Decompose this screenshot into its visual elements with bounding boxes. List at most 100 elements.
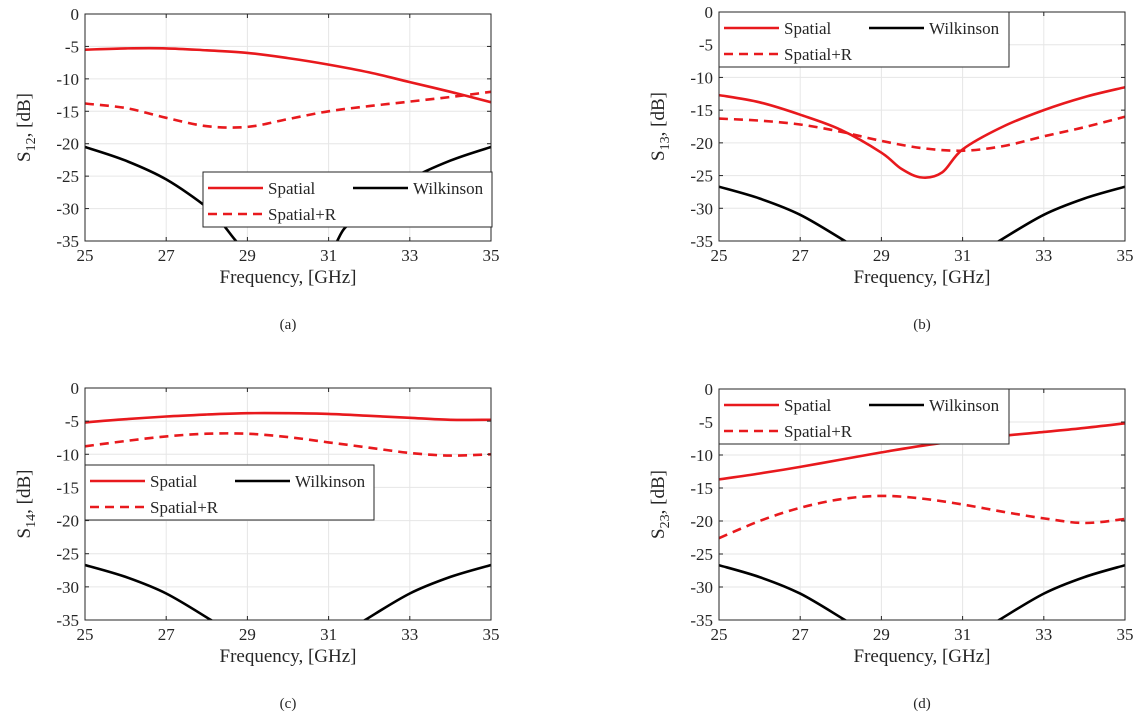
y-tick-label: -30 (56, 578, 79, 597)
legend-label: Wilkinson (929, 19, 1000, 38)
series-line-spatial-r (85, 432, 491, 457)
chart-panel-a: 25 27 29 31 33 35 0 -5 -10 -15 -20 -25 -30 -35 Frequen… (14, 5, 500, 333)
x-tick-label: 35 (483, 625, 500, 644)
y-tick-label: -10 (56, 70, 79, 89)
x-axis-label: Frequency, [GHz] (854, 267, 991, 288)
x-tick-label: 27 (158, 246, 176, 265)
y-tick-label: 0 (71, 5, 80, 24)
x-tick-label: 31 (954, 246, 971, 265)
y-tick-label: -15 (690, 101, 713, 120)
panel-caption: (a) (280, 317, 297, 333)
x-tick-label: 29 (873, 246, 890, 265)
series-line-spatial-r (719, 494, 1125, 540)
legend-label: Spatial+R (784, 422, 853, 441)
series-line-wilkinson (719, 185, 1125, 241)
y-tick-label: 0 (71, 379, 80, 398)
y-axis-label: S13, [dB] (648, 92, 673, 161)
y-tick-label: -15 (56, 102, 79, 121)
x-tick-label: 31 (320, 246, 337, 265)
x-tick-label: 33 (1035, 625, 1052, 644)
y-axis-label: S12, [dB] (14, 93, 39, 162)
y-tick-label: -20 (56, 512, 79, 531)
x-tick-label: 29 (873, 625, 890, 644)
x-tick-label: 25 (77, 246, 94, 265)
x-tick-label: 27 (158, 625, 176, 644)
y-tick-label: -20 (690, 134, 713, 153)
y-axis-label: S23, [dB] (648, 470, 673, 539)
legend-label: Spatial (268, 179, 315, 198)
x-tick-label: 25 (711, 625, 728, 644)
legend-label: Spatial+R (268, 205, 337, 224)
y-tick-label: -35 (690, 232, 713, 251)
y-tick-label: -30 (690, 199, 713, 218)
series-line-spatial (719, 422, 1125, 481)
panel-caption: (b) (913, 317, 931, 333)
y-tick-label: -5 (65, 412, 79, 431)
y-tick-label: -35 (690, 611, 713, 630)
x-tick-label: 31 (954, 625, 971, 644)
legend-label: Spatial (784, 19, 831, 38)
chart-panel-b: 25 27 29 31 33 35 0 -5 -10 -15 -20 -25 -30 -35 Frequen… (648, 3, 1134, 333)
x-axis-label: Frequency, [GHz] (854, 646, 991, 667)
legend-label: Spatial+R (784, 45, 853, 64)
chart-panel-d: 25 27 29 31 33 35 0 -5 -10 -15 -20 -25 -30 -35 Frequen… (648, 380, 1134, 712)
x-tick-label: 35 (1117, 246, 1134, 265)
chart-panel-c: 25 27 29 31 33 35 0 -5 -10 -15 -20 -25 -30 -35 Frequen… (14, 379, 500, 712)
legend: Spatial Wilkinson Spatial+R (718, 388, 1010, 445)
x-axis-label: Frequency, [GHz] (220, 267, 357, 288)
series-line-spatial (85, 46, 491, 104)
y-tick-label: -20 (56, 135, 79, 154)
panel-caption: (c) (280, 696, 297, 712)
y-tick-label: -25 (690, 167, 713, 186)
series-line-spatial (719, 85, 1125, 179)
legend-label: Spatial+R (150, 498, 219, 517)
x-tick-label: 35 (483, 246, 500, 265)
x-tick-label: 33 (401, 246, 418, 265)
legend-box (202, 171, 493, 228)
y-tick-label: -15 (56, 478, 79, 497)
series-line-wilkinson (719, 563, 1125, 620)
panel-caption: (d) (913, 696, 931, 712)
y-tick-label: -5 (699, 413, 713, 432)
legend: Spatial Wilkinson Spatial+R (84, 464, 375, 521)
y-tick-label: -35 (56, 611, 79, 630)
legend-label: Spatial (150, 472, 197, 491)
axes-box (84, 13, 492, 242)
y-tick-label: -10 (690, 446, 713, 465)
series-line-wilkinson (85, 563, 491, 620)
x-tick-label: 25 (711, 246, 728, 265)
series-line-spatial (85, 411, 491, 424)
x-tick-label: 31 (320, 625, 337, 644)
x-tick-label: 33 (1035, 246, 1052, 265)
x-tick-label: 33 (401, 625, 418, 644)
legend: Spatial Wilkinson Spatial+R (202, 171, 493, 228)
y-tick-label: -10 (690, 68, 713, 87)
legend-box (718, 11, 1010, 68)
legend-label: Wilkinson (413, 179, 484, 198)
y-tick-label: -30 (690, 578, 713, 597)
x-tick-label: 27 (792, 246, 810, 265)
legend-label: Wilkinson (929, 396, 1000, 415)
legend-box (718, 388, 1010, 445)
x-tick-label: 29 (239, 246, 256, 265)
y-tick-label: -5 (699, 36, 713, 55)
y-tick-label: -25 (56, 167, 79, 186)
x-tick-label: 35 (1117, 625, 1134, 644)
y-tick-label: -15 (690, 479, 713, 498)
y-tick-label: -25 (56, 545, 79, 564)
y-tick-label: -30 (56, 200, 79, 219)
y-axis-label: S14, [dB] (14, 470, 39, 539)
legend-label: Spatial (784, 396, 831, 415)
legend-label: Wilkinson (295, 472, 366, 491)
y-tick-label: -20 (690, 512, 713, 531)
legend-box (84, 464, 375, 521)
y-tick-label: 0 (705, 380, 714, 399)
x-tick-label: 29 (239, 625, 256, 644)
y-tick-label: 0 (705, 3, 714, 22)
y-tick-label: -10 (56, 445, 79, 464)
legend: Spatial Wilkinson Spatial+R (718, 11, 1010, 68)
y-tick-label: -35 (56, 232, 79, 251)
x-axis-label: Frequency, [GHz] (220, 646, 357, 667)
y-tick-label: -5 (65, 37, 79, 56)
